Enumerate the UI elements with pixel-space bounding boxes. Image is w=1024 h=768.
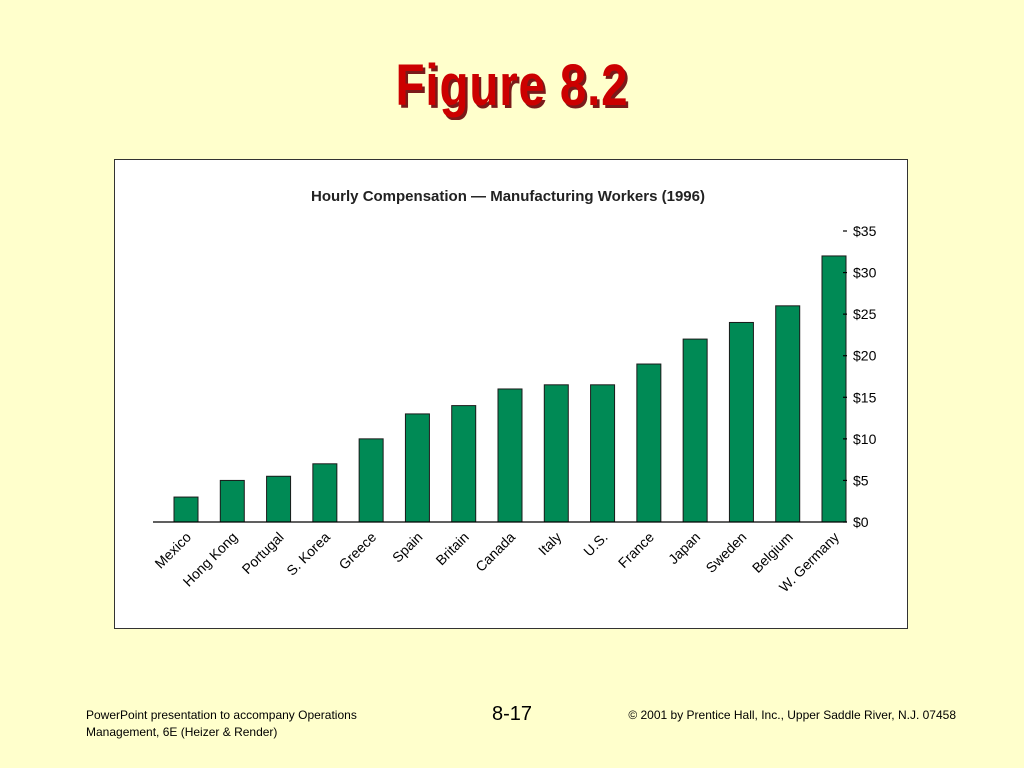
y-tick-label-6: $30 [853,265,877,281]
y-tick-label-1: $5 [853,472,869,488]
chart-title: Hourly Compensation — Manufacturing Work… [311,188,705,205]
bar-11 [682,338,708,523]
x-tick-label-5: Spain [389,529,426,566]
x-tick-label-6: Britain [432,529,471,568]
x-tick-label-8: Italy [535,529,564,558]
x-tick-label-9: U.S. [580,529,611,560]
y-tick-label-5: $25 [853,306,877,322]
y-tick-label-0: $0 [853,514,869,530]
footer-note-line2: Management, 6E (Heizer & Render) [86,725,278,739]
x-tick-label-0: Mexico [151,529,194,572]
footer-presentation-note: PowerPoint presentation to accompany Ope… [86,707,386,741]
x-tick-label-2: Portugal [238,529,286,577]
page-number: 8-17 [491,703,533,725]
chart-frame: Hourly Compensation — Manufacturing Work… [114,159,908,629]
bar-5 [404,413,430,523]
bar-13 [775,305,801,523]
bar-9 [590,384,616,523]
x-tick-label-10: France [615,529,657,571]
slide-title: Figure 8.2 [395,53,629,118]
bar-chart: Hourly Compensation — Manufacturing Work… [151,188,877,595]
bar-4 [358,438,384,523]
y-tick-label-7: $35 [853,223,877,239]
bar-3 [312,463,338,523]
bar-8 [543,384,569,523]
bar-0 [173,496,199,523]
bar-12 [728,321,754,523]
bar-7 [497,388,523,523]
x-tick-label-13: Belgium [749,529,796,576]
x-tick-label-4: Greece [335,529,379,573]
x-tick-label-11: Japan [665,529,703,567]
bar-1 [219,479,245,523]
bar-14 [821,255,847,523]
x-tick-label-12: Sweden [702,529,749,576]
bar-10 [636,363,662,523]
copyright-notice: © 2001 by Prentice Hall, Inc., Upper Sad… [628,708,956,722]
y-tick-label-2: $10 [853,431,877,447]
bar-6 [451,405,477,523]
y-tick-label-4: $20 [853,348,877,364]
bar-2 [266,475,292,523]
x-tick-label-7: Canada [472,529,518,575]
footer-note-line1: PowerPoint presentation to accompany Ope… [86,708,357,722]
y-tick-label-3: $15 [853,389,877,405]
x-tick-label-3: S. Korea [283,529,333,579]
